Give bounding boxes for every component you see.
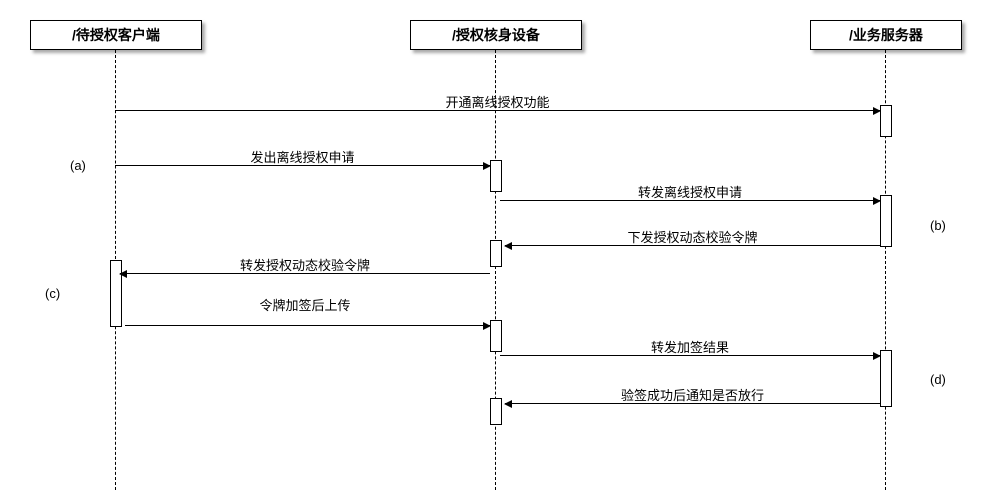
msg-label: 转发离线授权申请 [500,182,880,201]
msg-label: 验签成功后通知是否放行 [505,385,880,404]
actor-device-label: /授权核身设备 [452,27,540,43]
msg-arrow [125,325,490,326]
msg-label: 下发授权动态校验令牌 [505,227,880,246]
msg-label: 开通离线授权功能 [115,92,880,111]
actor-device-box: /授权核身设备 [410,20,582,50]
actor-client-box: /待授权客户端 [30,20,202,50]
step-label-c: (c) [45,286,60,301]
actor-server-box: /业务服务器 [810,20,962,50]
activation [490,240,502,267]
msg-label: 转发授权动态校验令牌 [120,255,490,274]
activation [490,398,502,425]
sequence-diagram: /待授权客户端 /授权核身设备 /业务服务器 开通离线授权功能 发出离线授权申请… [10,10,990,490]
step-label-d: (d) [930,372,946,387]
msg-label: 发出离线授权申请 [115,147,490,166]
activation [880,195,892,247]
msg-label: 令牌加签后上传 [120,295,490,314]
actor-server-label: /业务服务器 [849,27,923,43]
step-label-b: (b) [930,218,946,233]
activation [880,105,892,137]
step-label-a: (a) [70,158,86,173]
msg-label: 转发加签结果 [500,337,880,356]
activation [880,350,892,407]
actor-client-label: /待授权客户端 [72,27,160,43]
